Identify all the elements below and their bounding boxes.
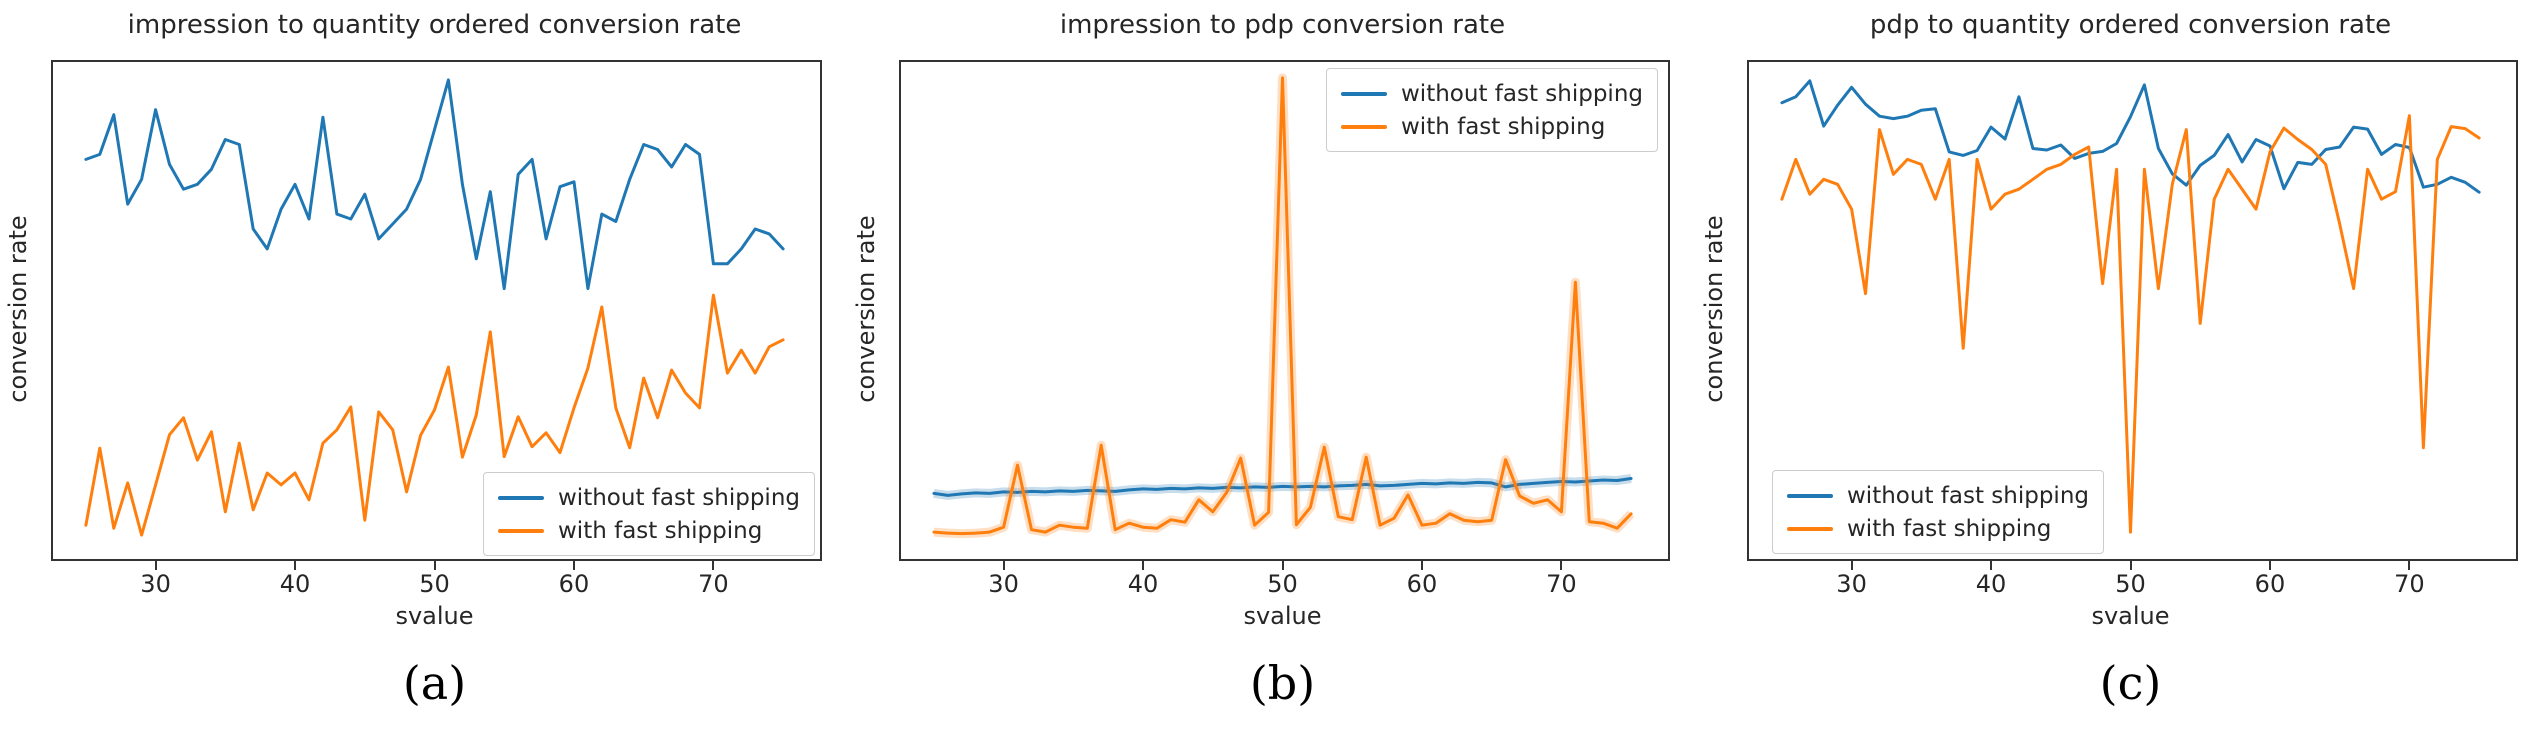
legend-label: without fast shipping xyxy=(1401,80,1643,107)
subfigure-caption: (b) xyxy=(1249,656,1316,710)
x-tick-label: 50 xyxy=(2115,570,2146,598)
series-line-without-fast-shipping xyxy=(84,78,785,291)
legend-item: without fast shipping xyxy=(498,481,800,514)
legend-label: with fast shipping xyxy=(1847,515,2052,542)
legend: without fast shipping with fast shipping xyxy=(483,472,815,556)
panel-chart-a: impression to quantity ordered conversio… xyxy=(0,0,848,730)
x-tick-label: 30 xyxy=(140,570,171,598)
legend-swatch-with-fast-shipping xyxy=(1341,124,1387,129)
x-tick-mark xyxy=(1281,561,1284,570)
x-axis-label: svalue xyxy=(2091,602,2170,630)
x-tick-label: 40 xyxy=(1975,570,2007,598)
x-tick-label: 40 xyxy=(279,570,311,598)
x-tick-mark xyxy=(1560,561,1563,570)
plot-area xyxy=(1780,79,2481,534)
legend-label: with fast shipping xyxy=(558,517,763,544)
x-tick-label: 60 xyxy=(558,570,590,598)
x-tick-mark xyxy=(1002,561,1005,570)
x-tick-mark xyxy=(712,561,715,570)
x-tick-mark xyxy=(1850,561,1853,570)
legend-item: without fast shipping xyxy=(1341,77,1643,110)
x-tick-label: 40 xyxy=(1127,570,1159,598)
x-tick-mark xyxy=(1142,561,1145,570)
y-axis-label: conversion rate xyxy=(4,215,32,403)
series-line-with-fast-shipping xyxy=(1780,114,2481,534)
legend: without fast shipping with fast shipping xyxy=(1326,68,1658,152)
x-axis-label: svalue xyxy=(1243,602,1322,630)
series-line-with-fast-shipping xyxy=(84,293,785,537)
x-tick-mark xyxy=(154,561,157,570)
x-tick-mark xyxy=(1420,561,1423,570)
x-tick-mark xyxy=(2408,561,2411,570)
legend-swatch-without-fast-shipping xyxy=(498,495,544,500)
legend-item: with fast shipping xyxy=(1787,512,2089,545)
x-tick-mark xyxy=(294,561,297,570)
series-line-without-fast-shipping xyxy=(1780,79,2481,194)
x-tick-mark xyxy=(2129,561,2132,570)
legend-label: without fast shipping xyxy=(1847,482,2089,509)
subfigure-caption: (a) xyxy=(402,656,467,710)
x-tick-label: 70 xyxy=(698,570,729,598)
legend-item: with fast shipping xyxy=(498,514,800,547)
x-tick-mark xyxy=(2268,561,2271,570)
x-tick-label: 70 xyxy=(2394,570,2425,598)
legend-label: without fast shipping xyxy=(558,484,800,511)
legend-swatch-without-fast-shipping xyxy=(1787,493,1833,498)
chart-title: impression to pdp conversion rate xyxy=(1059,10,1506,40)
x-axis-label: svalue xyxy=(395,602,474,630)
legend-item: without fast shipping xyxy=(1787,479,2089,512)
legend-label: with fast shipping xyxy=(1401,113,1606,140)
x-tick-label: 60 xyxy=(1406,570,1438,598)
panel-chart-b: impression to pdp conversion rate conver… xyxy=(848,0,1696,730)
x-tick-label: 70 xyxy=(1546,570,1577,598)
chart-title: pdp to quantity ordered conversion rate xyxy=(1869,10,2392,40)
series-line-with-fast-shipping xyxy=(932,76,1633,536)
legend-item: with fast shipping xyxy=(1341,110,1643,143)
panel-chart-c: pdp to quantity ordered conversion rate … xyxy=(1696,0,2544,730)
x-tick-label: 50 xyxy=(419,570,450,598)
plot-area xyxy=(84,78,785,537)
legend-swatch-with-fast-shipping xyxy=(1787,526,1833,531)
x-tick-mark xyxy=(433,561,436,570)
y-axis-label: conversion rate xyxy=(852,215,880,403)
x-tick-mark xyxy=(1990,561,1993,570)
plot-area xyxy=(932,73,1635,539)
x-tick-mark xyxy=(572,561,575,570)
y-axis-label: conversion rate xyxy=(1700,215,1728,403)
x-tick-label: 30 xyxy=(988,570,1019,598)
x-tick-label: 60 xyxy=(2254,570,2286,598)
x-tick-label: 50 xyxy=(1267,570,1298,598)
legend-swatch-with-fast-shipping xyxy=(498,528,544,533)
legend-swatch-without-fast-shipping xyxy=(1341,91,1387,96)
chart-title: impression to quantity ordered conversio… xyxy=(127,10,742,40)
legend: without fast shipping with fast shipping xyxy=(1772,470,2104,554)
subfigure-caption: (c) xyxy=(2099,656,2162,710)
x-tick-label: 30 xyxy=(1836,570,1867,598)
